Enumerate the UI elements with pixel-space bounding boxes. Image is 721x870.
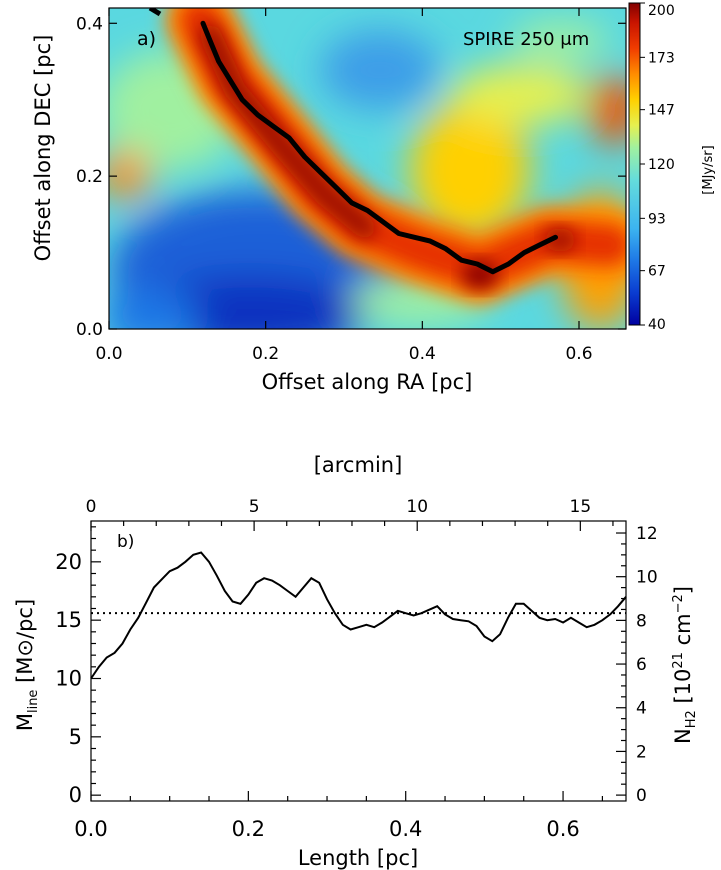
panel-a: 0.0 0.2 0.4 0.6 0.0 0.2 0.4 a) SPIRE 250 μm Of… (31, 2, 716, 394)
profile-x-tick-label: 0.6 (546, 817, 579, 841)
map-y-axis-label: Offset along DEC [pc] (31, 35, 55, 262)
profile-y-tick-label: 0 (69, 783, 82, 807)
profile-right-tick-label: 0 (636, 786, 647, 806)
profile-right-tick-label: 10 (636, 568, 658, 588)
colorbar-tick-label: 67 (648, 264, 666, 280)
map-x-tick-label: 0.0 (95, 344, 122, 364)
map-x-tick-label: 0.4 (409, 344, 436, 364)
profile-x-tick-label: 0.4 (389, 817, 422, 841)
profile-x-tick-label: 0.2 (232, 817, 265, 841)
profile-right-tick-label: 12 (636, 524, 658, 544)
colorbar-tick-label: 120 (648, 157, 675, 173)
map-x-axis-label: Offset along RA [pc] (262, 370, 473, 394)
profile-x-axis-label: Length [pc] (298, 846, 418, 870)
map-y-tick-label: 0.4 (76, 14, 103, 34)
profile-x-tick-label: 0.0 (74, 817, 107, 841)
profile-top-tick-label: 10 (406, 497, 428, 517)
colorbar-tick-label: 173 (648, 50, 675, 66)
colorbar-ticks: 40 67 93 120 147 173 200 (640, 2, 675, 333)
map-y-tick-label: 0.0 (76, 320, 103, 340)
profile-axis-ticks: 0.0 0.2 0.4 0.6 0 5 10 15 0 5 10 15 20 0 2 4 6 8 10 12 (55, 497, 657, 841)
profile-y-axis-label: Mline [M⊙/pc] (13, 599, 41, 731)
profile-right-tick-label: 2 (636, 742, 647, 762)
map-x-tick-label: 0.6 (565, 344, 592, 364)
map-axis-ticks: 0.0 0.2 0.4 0.6 0.0 0.2 0.4 (76, 8, 626, 364)
profile-top-tick-label: 15 (570, 497, 592, 517)
panel-b-label: b) (117, 532, 134, 552)
profile-right-tick-label: 4 (636, 699, 647, 719)
profile-right-tick-label: 6 (636, 655, 647, 675)
colorbar-tick-label: 147 (648, 103, 675, 119)
profile-top-axis-label: [arcmin] (314, 453, 403, 477)
profile-y-tick-label: 20 (55, 550, 82, 574)
colorbar (628, 2, 641, 326)
profile-y-tick-label: 5 (69, 725, 82, 749)
corner-contour (148, 8, 162, 17)
map-y-tick-label: 0.2 (76, 167, 103, 187)
colorbar-tick-label: 93 (648, 211, 666, 227)
profile-frame (90, 520, 627, 802)
profile-right-tick-label: 8 (636, 611, 647, 631)
colorbar-unit-label: [MJy/sr] (701, 145, 716, 194)
instrument-annotation: SPIRE 250 μm (463, 29, 589, 50)
map-x-tick-label: 0.2 (252, 344, 279, 364)
filament-spine (200, 20, 558, 275)
panel-b: 0.0 0.2 0.4 0.6 0 5 10 15 0 5 10 15 20 0 2 4 6 8 10 12 b) L… (13, 453, 699, 870)
mass-profile-line (90, 551, 627, 680)
colorbar-tick-label: 40 (648, 317, 666, 333)
profile-y-tick-label: 15 (55, 608, 82, 632)
profile-right-axis-label: NH2 [1021 cm−2] (671, 586, 699, 744)
profile-top-tick-label: 5 (249, 497, 260, 517)
map-frame (108, 7, 627, 330)
profile-top-tick-label: 0 (86, 497, 97, 517)
colorbar-tick-label: 200 (648, 3, 675, 19)
panel-a-label: a) (137, 28, 156, 50)
intensity-map (109, 8, 626, 329)
profile-y-tick-label: 10 (55, 667, 82, 691)
